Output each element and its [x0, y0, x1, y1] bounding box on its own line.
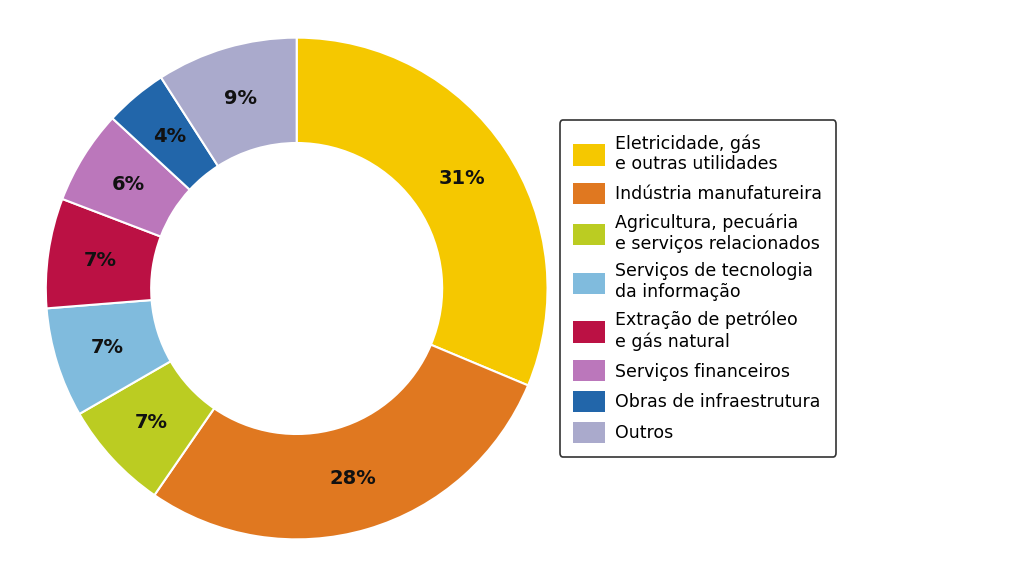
Text: 7%: 7%	[91, 338, 124, 357]
Wedge shape	[80, 361, 214, 495]
Wedge shape	[46, 199, 161, 308]
Wedge shape	[47, 300, 171, 414]
Text: 7%: 7%	[84, 251, 117, 270]
Wedge shape	[113, 77, 218, 190]
Text: 9%: 9%	[224, 89, 258, 108]
Text: 4%: 4%	[152, 127, 186, 146]
Text: 6%: 6%	[112, 174, 145, 193]
Wedge shape	[297, 38, 547, 385]
Text: 7%: 7%	[135, 414, 168, 433]
Wedge shape	[161, 38, 297, 166]
Text: 31%: 31%	[439, 169, 485, 188]
Text: 28%: 28%	[329, 469, 375, 488]
Legend: Eletricidade, gás
e outras utilidades, Indústria manufatureira, Agricultura, pec: Eletricidade, gás e outras utilidades, I…	[560, 120, 836, 457]
Wedge shape	[154, 344, 528, 539]
Wedge shape	[62, 118, 190, 237]
